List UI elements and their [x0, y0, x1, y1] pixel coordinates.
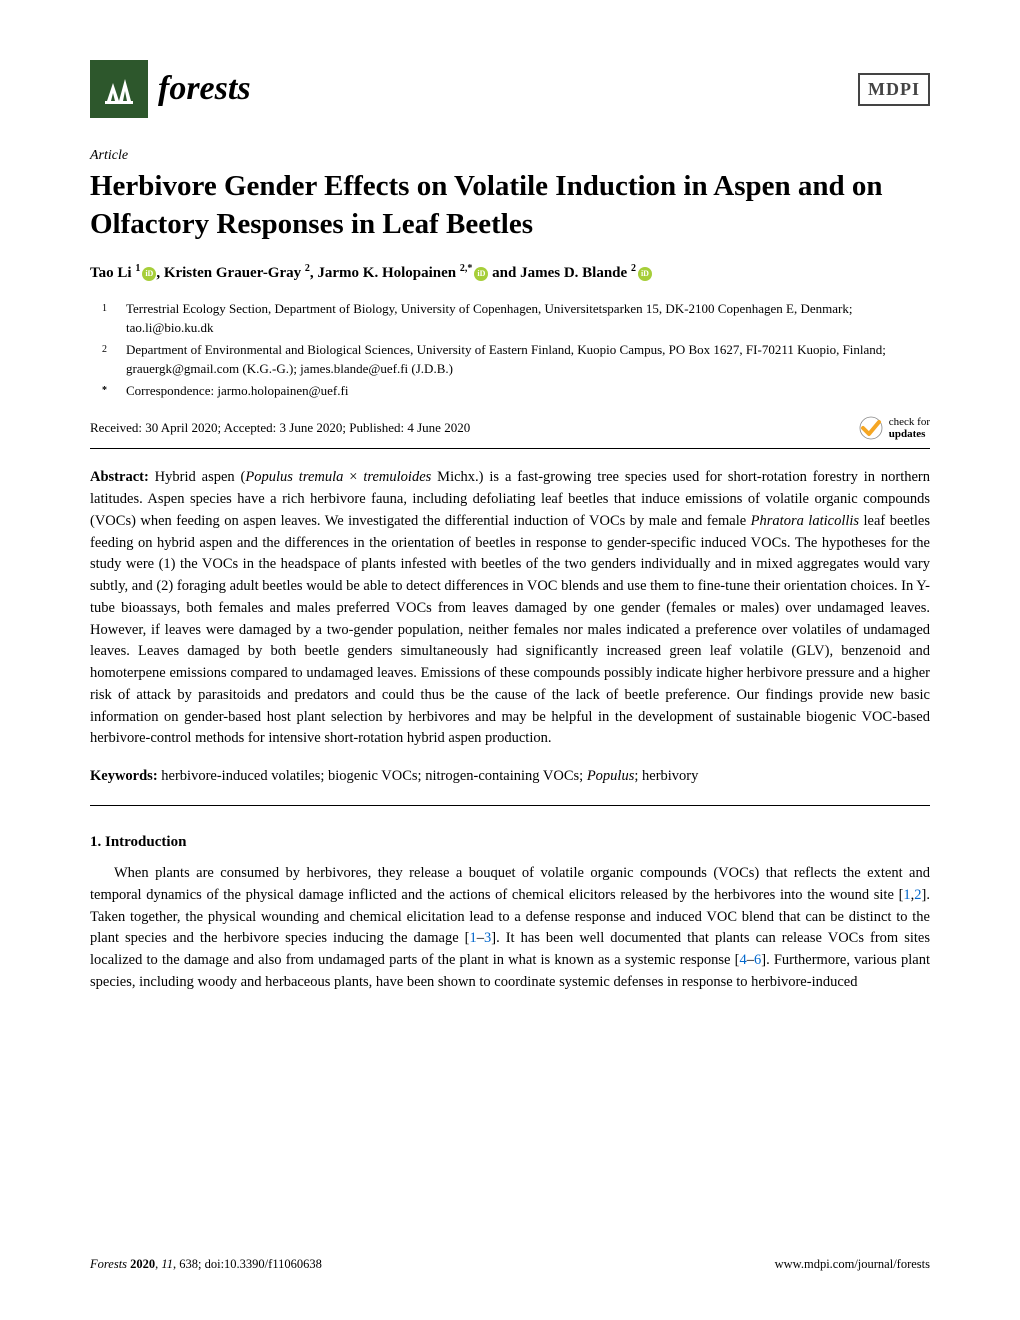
- affiliation-row: * Correspondence: jarmo.holopainen@uef.f…: [90, 381, 930, 401]
- footer-year: 2020: [130, 1257, 155, 1271]
- author: Jarmo K. Holopainen: [317, 265, 456, 281]
- section-heading: 1. Introduction: [90, 834, 930, 851]
- affiliation-text: Correspondence: jarmo.holopainen@uef.fi: [126, 381, 348, 401]
- ref-link[interactable]: 6: [754, 952, 761, 968]
- author-marker: 2: [305, 263, 310, 274]
- check-updates-label: check for updates: [889, 416, 930, 440]
- dates-row: Received: 30 April 2020; Accepted: 3 Jun…: [90, 416, 930, 440]
- page-footer: Forests 2020, 11, 638; doi:10.3390/f1106…: [90, 1257, 930, 1272]
- footer-volume: 11: [161, 1257, 173, 1271]
- ref-link[interactable]: 4: [740, 952, 747, 968]
- orcid-icon[interactable]: [638, 267, 652, 281]
- ref-link[interactable]: 1: [469, 930, 476, 946]
- affiliation-marker: *: [102, 381, 114, 401]
- journal-name: forests: [158, 70, 251, 108]
- author: Kristen Grauer-Gray: [164, 265, 301, 281]
- journal-logo: forests: [90, 60, 251, 118]
- footer-journal: Forests: [90, 1257, 127, 1271]
- author: Tao Li: [90, 265, 132, 281]
- body-paragraph: When plants are consumed by herbivores, …: [90, 863, 930, 994]
- keywords: Keywords: herbivore-induced volatiles; b…: [90, 768, 930, 785]
- affiliation-row: 1 Terrestrial Ecology Section, Departmen…: [90, 299, 930, 338]
- ref-link[interactable]: 3: [484, 930, 491, 946]
- check-updates-icon: [859, 416, 883, 440]
- author: James D. Blande: [520, 265, 627, 281]
- footer-right[interactable]: www.mdpi.com/journal/forests: [775, 1257, 930, 1272]
- affiliation-text: Terrestrial Ecology Section, Department …: [126, 299, 930, 338]
- footer-article: 638: [179, 1257, 198, 1271]
- author-list: Tao Li 1, Kristen Grauer-Gray 2, Jarmo K…: [90, 261, 930, 285]
- affiliation-marker: 1: [102, 299, 114, 338]
- orcid-icon[interactable]: [474, 267, 488, 281]
- abstract: Abstract: Hybrid aspen (Populus tremula …: [90, 467, 930, 750]
- author-marker: 2,*: [460, 263, 473, 274]
- affiliations: 1 Terrestrial Ecology Section, Departmen…: [90, 299, 930, 401]
- header: forests MDPI: [90, 60, 930, 118]
- keywords-label: Keywords:: [90, 768, 158, 784]
- divider: [90, 805, 930, 806]
- divider: [90, 448, 930, 449]
- affiliation-marker: 2: [102, 340, 114, 379]
- publisher-logo: MDPI: [858, 73, 930, 106]
- abstract-label: Abstract:: [90, 469, 149, 485]
- footer-doi: doi:10.3390/f11060638: [205, 1257, 322, 1271]
- footer-left: Forests 2020, 11, 638; doi:10.3390/f1106…: [90, 1257, 322, 1272]
- ref-link[interactable]: 2: [914, 887, 921, 903]
- check-updates-button[interactable]: check for updates: [859, 416, 930, 440]
- article-type: Article: [90, 148, 930, 164]
- affiliation-row: 2 Department of Environmental and Biolog…: [90, 340, 930, 379]
- affiliation-text: Department of Environmental and Biologic…: [126, 340, 930, 379]
- journal-logo-icon: [90, 60, 148, 118]
- article-title: Herbivore Gender Effects on Volatile Ind…: [90, 168, 930, 243]
- orcid-icon[interactable]: [142, 267, 156, 281]
- author-marker: 1: [135, 263, 140, 274]
- author-marker: 2: [631, 263, 636, 274]
- ref-link[interactable]: 1: [903, 887, 910, 903]
- publication-dates: Received: 30 April 2020; Accepted: 3 Jun…: [90, 420, 470, 436]
